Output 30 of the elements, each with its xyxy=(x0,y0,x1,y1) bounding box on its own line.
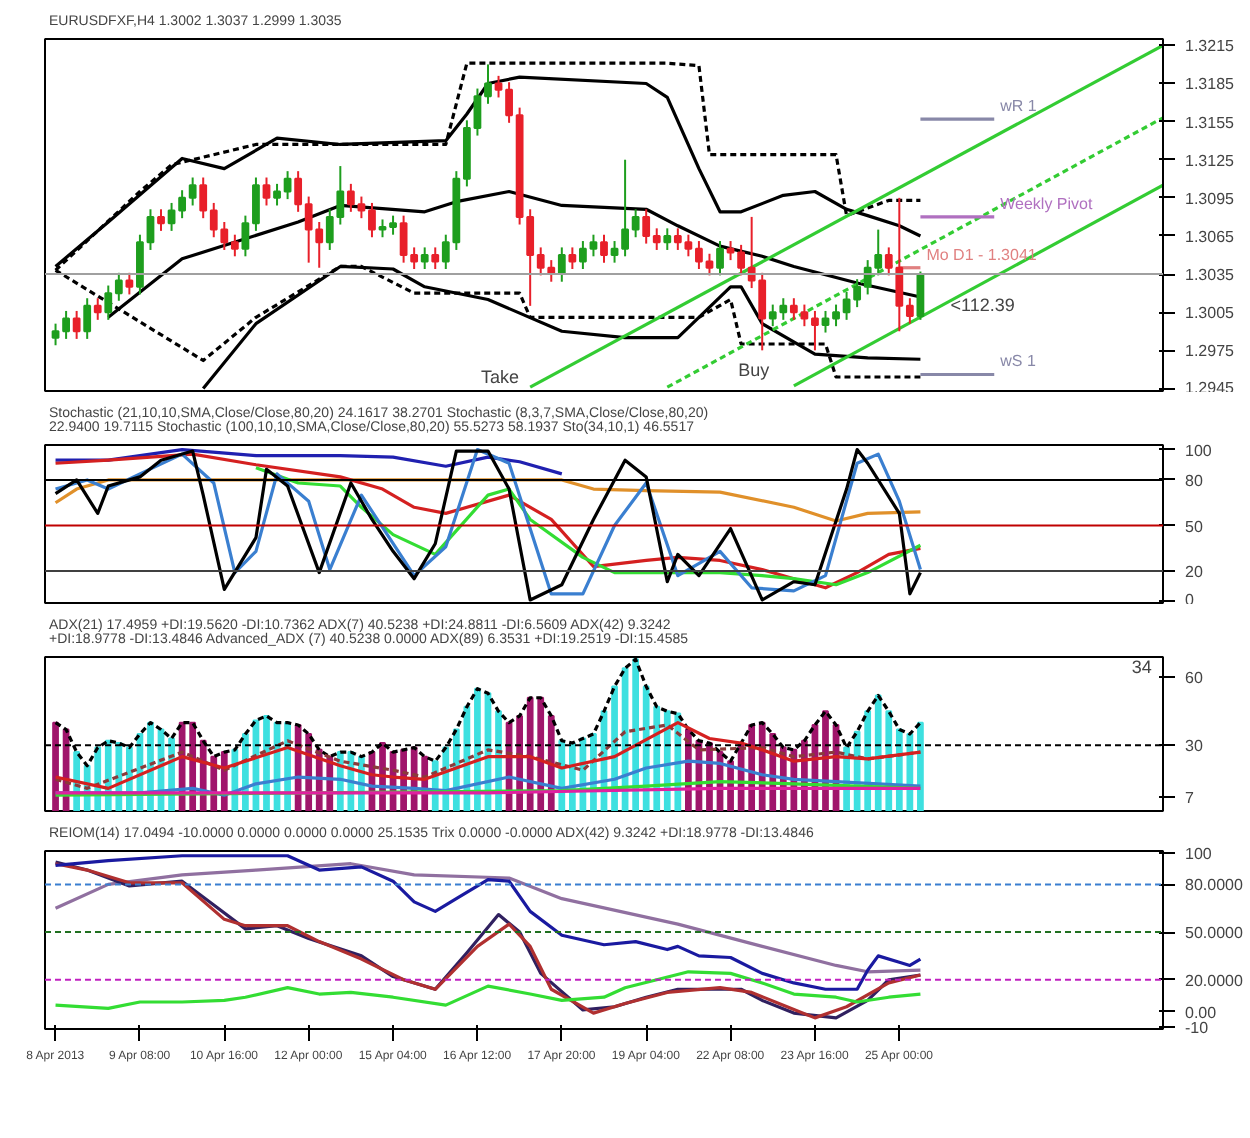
y-tick-label: 1.3155 xyxy=(1185,113,1236,132)
y-tick-label: 60 xyxy=(1185,669,1204,688)
y-tick-label: 80.0000 xyxy=(1185,876,1244,895)
y-tick-label: 1.3215 xyxy=(1185,37,1236,56)
y-tick-label: 20 xyxy=(1185,563,1204,582)
series-label: Mo D1 - 1.3041 xyxy=(926,245,1038,264)
y-tick-label: 1.3185 xyxy=(1185,75,1236,94)
y-tick-label: 1.3005 xyxy=(1185,304,1236,323)
y-tick-label: 100 xyxy=(1185,844,1213,863)
series-label: Weekly Pivot xyxy=(1000,194,1094,213)
y-tick-label: 1.2975 xyxy=(1185,342,1236,361)
y-tick-label: 7 xyxy=(1185,789,1195,808)
y-tick-label: 1.3065 xyxy=(1185,227,1236,246)
y-tick-label: 80 xyxy=(1185,471,1204,490)
y-tick-label: 1.3125 xyxy=(1185,151,1236,170)
y-tick-label: 100 xyxy=(1185,441,1213,460)
series-label: wS 1 xyxy=(998,352,1037,371)
y-tick-label: 1.3035 xyxy=(1185,266,1236,285)
y-tick-label: 50 xyxy=(1185,517,1204,536)
y-tick-label: -10 xyxy=(1185,1019,1210,1038)
y-tick-label: 1.3095 xyxy=(1185,189,1236,208)
y-tick-label: 20.0000 xyxy=(1185,971,1244,990)
y-tick-label: 50.0000 xyxy=(1185,924,1244,943)
y-tick-label: 0.00 xyxy=(1185,1003,1218,1022)
annotation: Buy xyxy=(738,359,771,380)
annotation: 34 xyxy=(1131,657,1152,678)
y-tick-label: 30 xyxy=(1185,737,1204,756)
annotation: <112.39 xyxy=(950,294,1015,315)
series-label: wR 1 xyxy=(998,97,1038,116)
annotation: Take xyxy=(481,366,520,387)
